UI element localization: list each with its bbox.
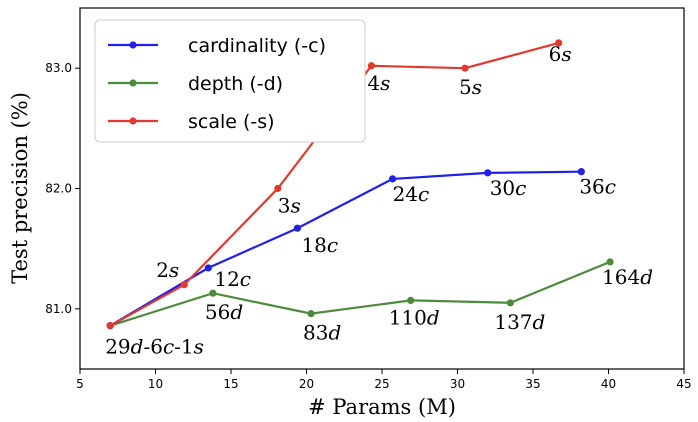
y-axis: 81.0 82.0 83.0 xyxy=(45,61,80,316)
data-point xyxy=(555,39,563,47)
point-label: 29d-6c-1s xyxy=(105,335,204,359)
data-point xyxy=(407,296,415,305)
y-tick-label: 82.0 xyxy=(45,182,72,196)
x-axis: 5 10 15 20 25 30 35 40 45 xyxy=(76,369,692,391)
data-point xyxy=(367,62,376,70)
data-point xyxy=(577,168,585,176)
data-point xyxy=(274,184,282,193)
legend-label: cardinality (-c) xyxy=(188,35,326,57)
legend-label: depth (-d) xyxy=(188,73,283,95)
x-tick-label: 30 xyxy=(450,377,465,391)
legend-marker xyxy=(129,79,137,87)
point-label: 3s xyxy=(278,194,301,218)
point-label: 137d xyxy=(494,310,545,334)
x-tick-label: 10 xyxy=(148,377,163,391)
data-point xyxy=(204,264,212,272)
point-label: 110d xyxy=(389,305,440,329)
legend-marker xyxy=(129,117,137,125)
point-label: 4s xyxy=(367,71,390,95)
data-point xyxy=(307,310,315,318)
series-line-1 xyxy=(109,260,611,327)
legend-marker xyxy=(129,41,137,49)
x-tick-label: 40 xyxy=(601,377,616,391)
point-label: 6s xyxy=(549,42,572,66)
y-tick-label: 83.0 xyxy=(45,61,72,75)
legend-label: scale (-s) xyxy=(188,111,275,133)
data-point xyxy=(180,281,188,289)
x-tick-label: 5 xyxy=(76,377,84,391)
legend-box xyxy=(94,19,366,143)
x-tick-label: 45 xyxy=(676,377,691,391)
point-label: 12c xyxy=(214,267,251,291)
point-label: 83d xyxy=(303,321,341,345)
point-label: 24c xyxy=(393,182,430,206)
data-point xyxy=(388,175,397,183)
data-point xyxy=(293,224,302,232)
x-tick-label: 15 xyxy=(223,377,238,391)
y-axis-title: Test precision (%) xyxy=(8,92,32,284)
data-point xyxy=(106,322,114,330)
x-tick-label: 20 xyxy=(299,377,314,391)
data-point xyxy=(461,64,469,72)
data-point xyxy=(506,299,514,307)
x-tick-label: 25 xyxy=(374,377,389,391)
x-axis-title: # Params (M) xyxy=(308,395,456,419)
point-label: 18c xyxy=(301,233,338,257)
point-label: 2s xyxy=(156,258,179,282)
x-tick-label: 35 xyxy=(525,377,540,391)
point-label: 5s xyxy=(459,75,482,99)
point-label: 56d xyxy=(205,300,243,324)
point-label: 164d xyxy=(602,265,653,289)
series-layer xyxy=(106,39,614,330)
point-label: 30c xyxy=(490,176,527,200)
data-point xyxy=(209,289,217,297)
data-point xyxy=(484,169,492,177)
data-point xyxy=(606,258,614,266)
point-label: 36c xyxy=(579,175,616,199)
legend: cardinality (-c) depth (-d) scale (-s) xyxy=(94,19,366,143)
y-tick-label: 81.0 xyxy=(45,302,72,316)
